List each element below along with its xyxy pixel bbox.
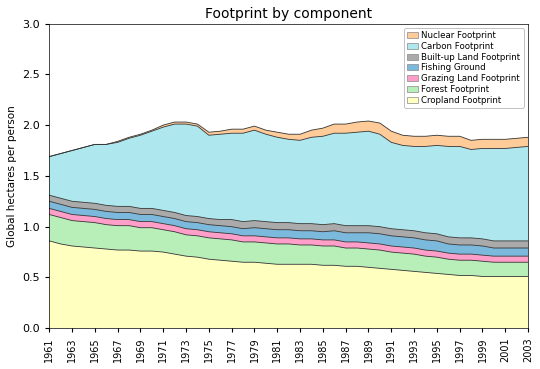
Title: Footprint by component: Footprint by component xyxy=(205,7,372,21)
Legend: Nuclear Footprint, Carbon Footprint, Built-up Land Footprint, Fishing Ground, Gr: Nuclear Footprint, Carbon Footprint, Bui… xyxy=(404,28,524,108)
Y-axis label: Global hectares per person: Global hectares per person xyxy=(7,105,17,247)
